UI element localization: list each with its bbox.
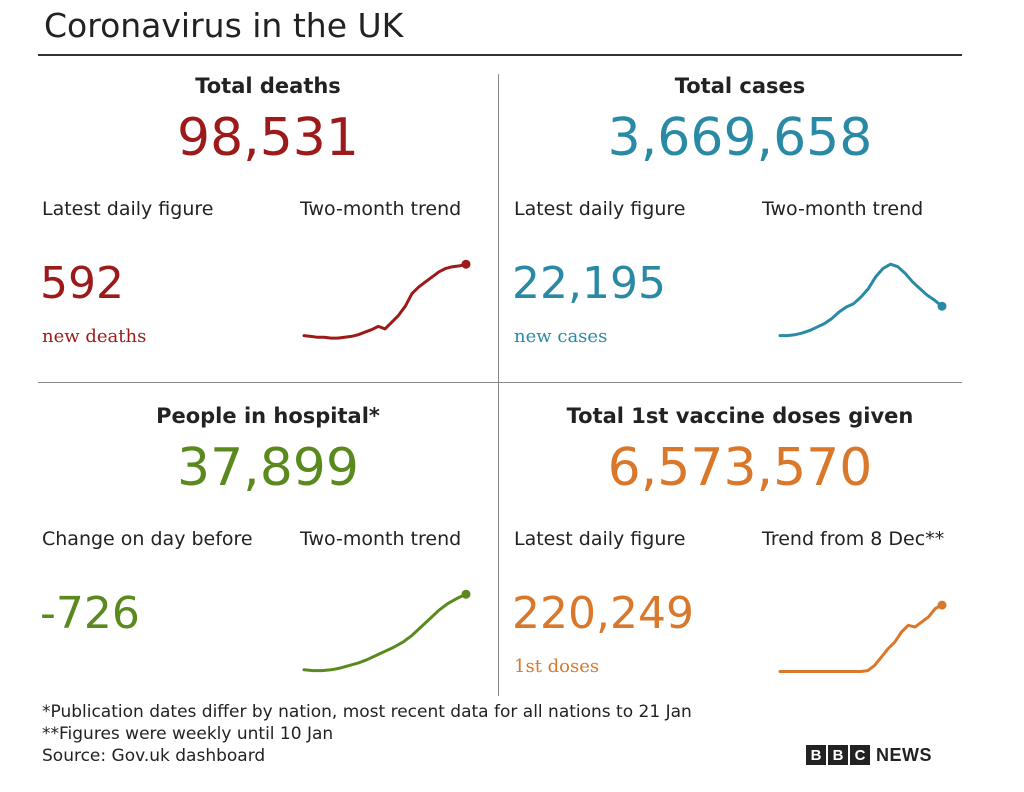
right-label: Two-month trend	[762, 198, 924, 220]
daily-figure: -726	[40, 588, 140, 639]
footnote-weekly: **Figures were weekly until 10 Jan	[42, 724, 334, 744]
trend-endpoint	[937, 600, 947, 610]
panel-vaccine: Total 1st vaccine doses given 6,573,570 …	[510, 404, 970, 704]
trend-line	[302, 262, 468, 340]
left-label: Latest daily figure	[514, 528, 686, 550]
total-value: 37,899	[177, 438, 359, 498]
trend-sparkline	[778, 600, 947, 673]
trend-line	[302, 592, 468, 673]
trend-sparkline	[778, 262, 947, 338]
horizontal-divider	[38, 382, 962, 383]
trend-endpoint	[461, 259, 471, 269]
trend-line	[778, 262, 944, 338]
daily-unit: new deaths	[42, 326, 147, 347]
bbc-logo-letter: B	[828, 745, 848, 765]
bbc-logo-letter: B	[806, 745, 826, 765]
daily-figure: 220,249	[512, 588, 694, 639]
daily-figure: 592	[40, 258, 124, 309]
daily-figure: 22,195	[512, 258, 666, 309]
trend-line	[778, 603, 944, 673]
page-title: Coronavirus in the UK	[44, 6, 404, 45]
panel-hospital: People in hospital* 37,899 Change on day…	[38, 404, 498, 704]
footnote-publication: *Publication dates differ by nation, mos…	[42, 702, 692, 722]
right-label: Two-month trend	[300, 198, 462, 220]
trend-endpoint	[461, 589, 471, 599]
left-label: Change on day before	[42, 528, 253, 550]
bbc-news-logo: B B C NEWS	[806, 744, 932, 766]
right-label: Two-month trend	[300, 528, 462, 550]
news-wordmark: NEWS	[876, 744, 932, 765]
panel-heading: People in hospital*	[156, 404, 380, 428]
total-value: 6,573,570	[607, 438, 873, 498]
daily-unit: 1st doses	[514, 656, 600, 677]
bbc-logo-letter: C	[850, 745, 870, 765]
right-label: Trend from 8 Dec**	[762, 528, 945, 550]
trend-sparkline	[302, 259, 471, 340]
panel-deaths: Total deaths 98,531 Latest daily figure …	[38, 74, 498, 374]
daily-unit: new cases	[514, 326, 608, 347]
left-label: Latest daily figure	[42, 198, 214, 220]
source-note: Source: Gov.uk dashboard	[42, 746, 266, 766]
total-value: 98,531	[177, 108, 359, 168]
panel-heading: Total deaths	[195, 74, 341, 98]
title-rule	[38, 54, 962, 56]
left-label: Latest daily figure	[514, 198, 686, 220]
total-value: 3,669,658	[607, 108, 873, 168]
trend-endpoint	[937, 301, 947, 311]
panel-heading: Total cases	[674, 74, 806, 98]
panel-cases: Total cases 3,669,658 Latest daily figur…	[510, 74, 970, 374]
panel-heading: Total 1st vaccine doses given	[566, 404, 914, 428]
vertical-divider	[498, 74, 499, 696]
trend-sparkline	[302, 589, 471, 673]
